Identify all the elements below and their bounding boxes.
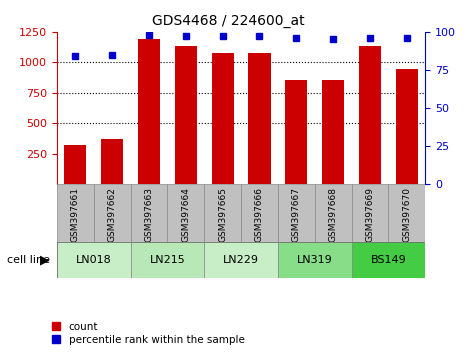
Bar [57, 184, 94, 242]
Bar [64, 145, 86, 184]
Text: GDS4468 / 224600_at: GDS4468 / 224600_at [152, 14, 304, 28]
Text: LN229: LN229 [223, 255, 259, 265]
Bar [131, 242, 204, 278]
Bar [175, 46, 197, 184]
Text: GSM397665: GSM397665 [218, 187, 227, 242]
Bar [131, 184, 167, 242]
Bar [167, 184, 204, 242]
Text: GSM397668: GSM397668 [329, 187, 338, 242]
Text: LN018: LN018 [76, 255, 112, 265]
Text: BS149: BS149 [370, 255, 406, 265]
Text: ▶: ▶ [40, 254, 50, 267]
Bar [285, 80, 307, 184]
Bar [352, 184, 389, 242]
Bar [352, 242, 425, 278]
Bar [138, 39, 160, 184]
Bar [94, 184, 131, 242]
Bar [389, 184, 425, 242]
Text: GSM397663: GSM397663 [144, 187, 153, 242]
Bar [314, 184, 352, 242]
Text: GSM397670: GSM397670 [402, 187, 411, 242]
Bar [212, 53, 234, 184]
Bar [57, 242, 131, 278]
Bar [204, 242, 278, 278]
Bar [248, 52, 271, 184]
Text: GSM397661: GSM397661 [71, 187, 80, 242]
Bar [278, 184, 314, 242]
Text: cell line: cell line [7, 255, 50, 265]
Bar [396, 69, 418, 184]
Bar [204, 184, 241, 242]
Text: GSM397664: GSM397664 [181, 187, 190, 242]
Bar [359, 46, 381, 184]
Text: GSM397666: GSM397666 [255, 187, 264, 242]
Text: GSM397669: GSM397669 [365, 187, 374, 242]
Legend: count, percentile rank within the sample: count, percentile rank within the sample [48, 317, 249, 349]
Text: GSM397662: GSM397662 [108, 187, 117, 242]
Text: LN215: LN215 [150, 255, 185, 265]
Bar [278, 242, 352, 278]
Bar [241, 184, 278, 242]
Bar [322, 80, 344, 184]
Bar [101, 139, 123, 184]
Text: GSM397667: GSM397667 [292, 187, 301, 242]
Text: LN319: LN319 [297, 255, 332, 265]
